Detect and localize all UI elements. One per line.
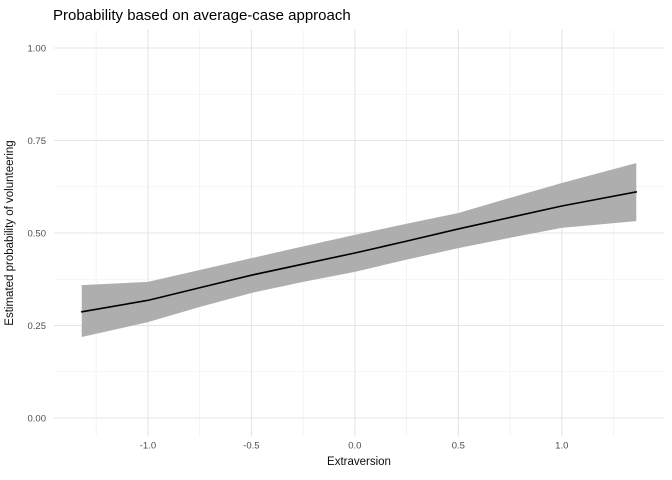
x-tick-label: 1.0 bbox=[555, 441, 568, 452]
y-tick-label: 1.00 bbox=[28, 43, 47, 54]
y-tick-label: 0.00 bbox=[28, 413, 47, 424]
major-gridlines bbox=[54, 29, 664, 437]
x-tick-label: 0.0 bbox=[348, 441, 361, 452]
x-tick-label: 0.5 bbox=[452, 441, 465, 452]
x-axis-title: Extraversion bbox=[327, 456, 391, 468]
y-tick-label: 0.75 bbox=[28, 136, 47, 147]
y-axis-title: Estimated probability of volunteering bbox=[4, 140, 16, 325]
x-tick-label: -1.0 bbox=[140, 441, 156, 452]
x-tick-labels: -1.0 -0.5 0.0 0.5 1.0 bbox=[140, 441, 569, 452]
fit-line bbox=[80, 191, 638, 313]
x-tick-label: -0.5 bbox=[243, 441, 259, 452]
confidence-ribbon bbox=[81, 163, 637, 337]
chart-title: Probability based on average-case approa… bbox=[53, 7, 351, 24]
y-tick-label: 0.50 bbox=[28, 228, 47, 239]
y-tick-labels: 0.00 0.25 0.50 0.75 1.00 bbox=[28, 43, 47, 424]
y-tick-label: 0.25 bbox=[28, 321, 47, 332]
